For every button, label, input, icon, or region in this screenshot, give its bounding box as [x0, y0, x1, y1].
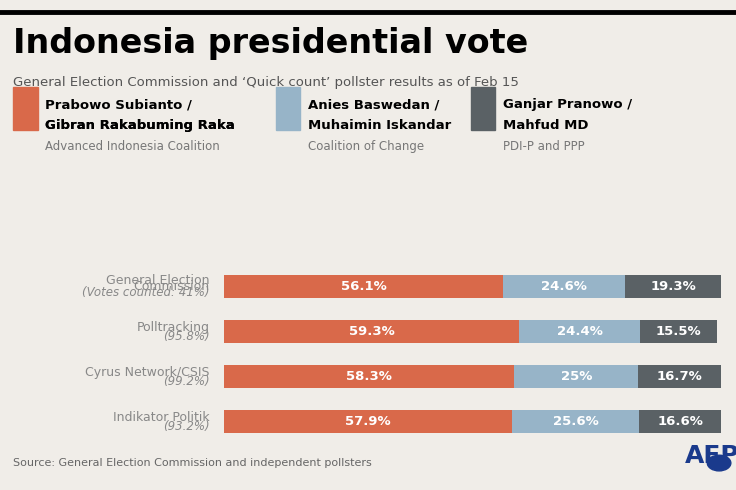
Bar — [512, 410, 640, 433]
Text: General Election: General Election — [106, 274, 210, 287]
Text: 58.3%: 58.3% — [347, 370, 392, 383]
Bar — [224, 320, 519, 343]
Text: Coalition of Change: Coalition of Change — [308, 140, 424, 153]
Text: 24.6%: 24.6% — [542, 280, 587, 293]
Text: Gibran Rakabuming Raka (VP): Gibran Rakabuming Raka (VP) — [45, 119, 272, 132]
Text: 19.3%: 19.3% — [651, 280, 696, 293]
Bar — [471, 87, 495, 130]
Bar — [626, 275, 721, 298]
Text: Prabowo Subianto /: Prabowo Subianto / — [45, 98, 192, 111]
Text: Polltracking: Polltracking — [137, 320, 210, 334]
Text: Source: General Election Commission and independent pollsters: Source: General Election Commission and … — [13, 458, 372, 468]
Text: Cyrus Network/CSIS: Cyrus Network/CSIS — [85, 366, 210, 379]
Text: (95.8%): (95.8%) — [163, 329, 210, 343]
Bar — [224, 275, 503, 298]
Text: Anies Baswedan /: Anies Baswedan / — [308, 98, 439, 111]
Bar — [640, 410, 722, 433]
Text: Commission: Commission — [134, 280, 210, 293]
Text: 15.5%: 15.5% — [656, 325, 701, 338]
Text: AFP: AFP — [684, 444, 736, 468]
Text: 25%: 25% — [561, 370, 592, 383]
Text: 57.9%: 57.9% — [345, 415, 391, 428]
Text: Mahfud MD: Mahfud MD — [503, 119, 588, 132]
Text: 56.1%: 56.1% — [341, 280, 386, 293]
Bar — [514, 365, 638, 388]
Text: (99.2%): (99.2%) — [163, 374, 210, 388]
Text: Gibran Rakabuming Raka: Gibran Rakabuming Raka — [45, 119, 235, 132]
Bar — [13, 87, 38, 130]
Bar — [638, 365, 721, 388]
Circle shape — [707, 455, 731, 471]
Text: Indikator Politik: Indikator Politik — [113, 411, 210, 423]
Bar — [224, 365, 514, 388]
Bar — [640, 320, 718, 343]
Text: Ganjar Pranowo /: Ganjar Pranowo / — [503, 98, 631, 111]
Text: 24.4%: 24.4% — [556, 325, 603, 338]
Bar — [276, 87, 300, 130]
Text: (Votes counted: 41%): (Votes counted: 41%) — [82, 286, 210, 299]
Text: 16.6%: 16.6% — [657, 415, 704, 428]
Text: Gibran Rakabuming Raka: Gibran Rakabuming Raka — [45, 119, 235, 132]
Bar — [503, 275, 626, 298]
Text: 25.6%: 25.6% — [553, 415, 598, 428]
Text: General Election Commission and ‘Quick count’ pollster results as of Feb 15: General Election Commission and ‘Quick c… — [13, 76, 519, 89]
Text: Advanced Indonesia Coalition: Advanced Indonesia Coalition — [45, 140, 219, 153]
Text: 16.7%: 16.7% — [657, 370, 703, 383]
Text: 59.3%: 59.3% — [349, 325, 394, 338]
Bar — [519, 320, 640, 343]
Text: PDI-P and PPP: PDI-P and PPP — [503, 140, 584, 153]
Bar — [224, 410, 512, 433]
Text: Indonesia presidential vote: Indonesia presidential vote — [13, 27, 528, 60]
Text: Muhaimin Iskandar: Muhaimin Iskandar — [308, 119, 451, 132]
Text: (93.2%): (93.2%) — [163, 419, 210, 433]
